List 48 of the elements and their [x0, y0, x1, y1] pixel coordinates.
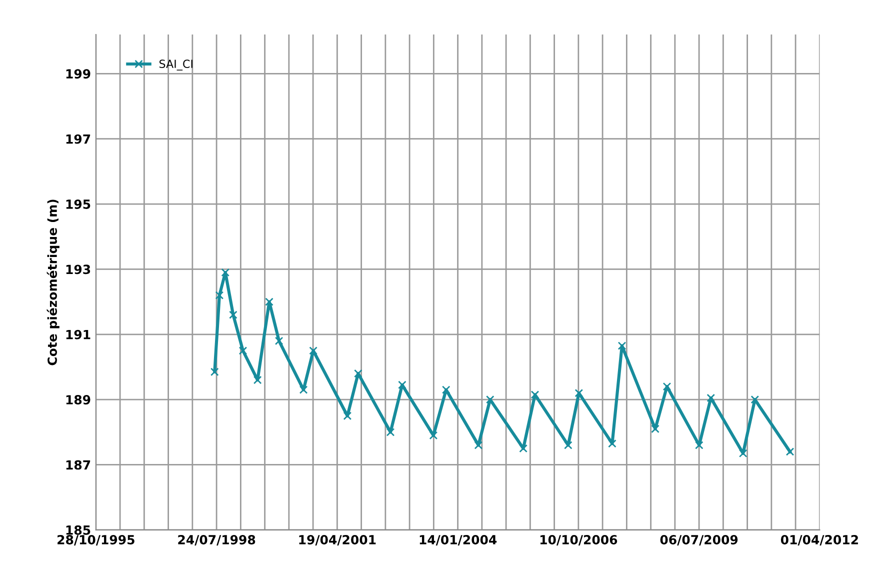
point — [238, 346, 248, 355]
point — [706, 394, 716, 402]
point — [574, 388, 584, 398]
point — [442, 386, 450, 394]
y-tick-label: 195 — [66, 200, 90, 209]
y-tick-label: 185 — [66, 525, 90, 535]
point — [309, 346, 318, 355]
x-tick-label: 10/10/2006 — [540, 535, 618, 546]
point — [210, 368, 219, 376]
point — [786, 448, 794, 456]
point — [662, 382, 672, 391]
point — [398, 380, 406, 390]
legend-label: SAI_CI — [159, 60, 192, 70]
y-tick-label: 191 — [66, 330, 90, 340]
x-tick-label: 06/07/2009 — [660, 535, 738, 546]
point — [343, 412, 352, 420]
point — [519, 444, 528, 453]
point — [386, 428, 395, 436]
x-tick-label: 19/04/2001 — [299, 535, 376, 546]
y-tick-label: 189 — [66, 395, 90, 404]
point — [274, 336, 284, 346]
x-tick-label: 28/10/1995 — [58, 535, 134, 546]
y-tick-label: 199 — [66, 69, 90, 79]
point — [265, 298, 274, 306]
point — [299, 386, 308, 394]
point — [474, 441, 483, 450]
point — [608, 439, 616, 448]
point — [618, 342, 626, 350]
point — [429, 431, 438, 440]
point — [486, 395, 494, 404]
point — [695, 441, 704, 450]
x-tick-label: 14/01/2004 — [420, 535, 497, 546]
point — [229, 310, 238, 319]
point — [750, 395, 760, 404]
point — [738, 449, 748, 458]
point — [253, 376, 262, 384]
point — [215, 291, 224, 300]
point — [564, 441, 572, 450]
y-tick-label: 187 — [66, 460, 90, 470]
point — [221, 268, 230, 277]
y-axis-title: Cote piézométrique (m) — [46, 200, 60, 366]
y-tick-label: 197 — [66, 134, 90, 144]
x-tick-label: 01/04/2012 — [780, 535, 858, 546]
y-tick-label: 193 — [66, 264, 90, 274]
point — [651, 424, 660, 434]
x-tick-label: 24/07/1998 — [178, 535, 256, 546]
point — [354, 369, 362, 378]
point — [530, 390, 540, 399]
